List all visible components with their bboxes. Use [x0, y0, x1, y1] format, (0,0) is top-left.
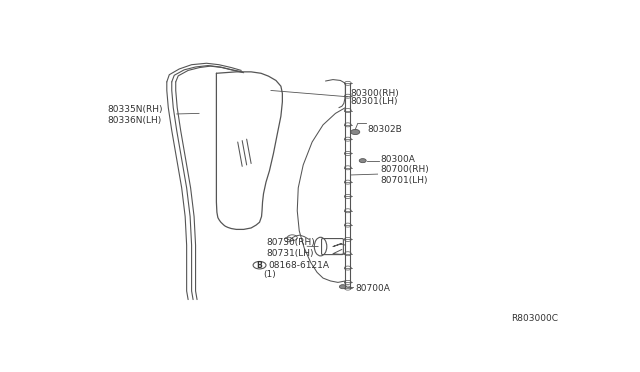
- Text: 80730(RH): 80730(RH): [266, 238, 315, 247]
- Text: 80301(LH): 80301(LH): [350, 97, 398, 106]
- Circle shape: [339, 285, 346, 289]
- Text: 80731(LH): 80731(LH): [266, 248, 314, 258]
- Circle shape: [351, 129, 360, 135]
- Text: 80300(RH): 80300(RH): [350, 89, 399, 98]
- Text: 80700(RH): 80700(RH): [380, 165, 429, 174]
- Text: 80701(LH): 80701(LH): [380, 176, 428, 185]
- Text: (1): (1): [264, 270, 276, 279]
- Text: 80700A: 80700A: [355, 284, 390, 293]
- Text: 80302B: 80302B: [367, 125, 403, 134]
- Text: B: B: [257, 261, 262, 270]
- Text: 80335N(RH): 80335N(RH): [108, 105, 163, 113]
- Text: 80300A: 80300A: [380, 155, 415, 164]
- Circle shape: [359, 158, 366, 163]
- Text: 80336N(LH): 80336N(LH): [108, 116, 161, 125]
- Text: 08168-6121A: 08168-6121A: [269, 261, 330, 270]
- Text: R803000C: R803000C: [511, 314, 559, 323]
